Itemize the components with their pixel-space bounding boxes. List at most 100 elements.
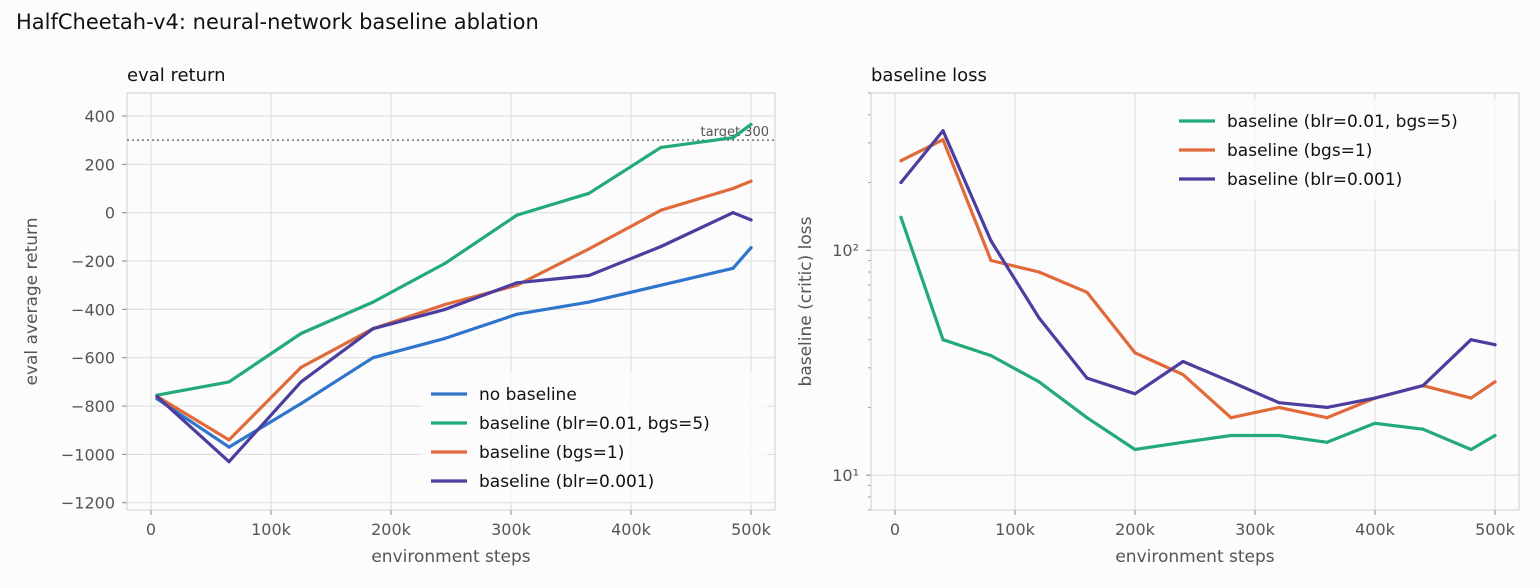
series-line-2 [155,122,753,397]
data-point [749,122,753,127]
x-tick-label: 500k [1475,520,1516,539]
x-tick-label: 100k [995,520,1036,539]
y-tick-label: −1000 [61,445,115,464]
data-point [1085,376,1089,380]
x-tick-label: 500k [731,520,772,539]
y-tick-label: −800 [71,397,115,416]
data-point [299,331,303,336]
data-point [227,380,231,384]
data-point [659,145,663,149]
data-point [1037,316,1041,320]
chart-panel-1: 0 100k 200k 300k 400k 500k −1200 −1000 −800 −600 −… [22,65,776,567]
data-point [941,138,945,142]
data-point [731,186,735,191]
data-point [731,266,735,270]
data-point [899,215,903,219]
series-line-1 [899,215,1497,452]
data-point [941,338,945,342]
legend-box [1169,99,1515,200]
legend-label: baseline (blr=0.01, bgs=5) [479,414,710,434]
y-tick-label: 10² [832,241,859,260]
data-point [749,179,753,183]
legend-box [421,372,767,502]
legend: baseline (blr=0.01, bgs=5) baseline (bgs=… [1169,99,1515,200]
data-point [1421,384,1425,388]
y-tick-label: −600 [71,349,115,368]
y-tick-label: −1200 [61,494,115,513]
data-point [1325,405,1329,410]
chart-panel-2: 0 100k 200k 300k 400k 500k 10¹ 10² baseline loss… [796,65,1520,567]
x-axis-label: environment steps [371,547,530,567]
chart-title: eval return [127,65,226,86]
x-axis-label: environment steps [1115,547,1274,567]
data-point [515,213,519,217]
figure-title: HalfCheetah-v4: neural-network baseline … [16,10,539,34]
data-point [299,365,303,369]
data-point [989,354,993,358]
data-point [227,438,231,442]
x-tick-label: 300k [1235,520,1276,539]
data-point [1085,416,1089,420]
data-point [587,273,591,278]
data-point [1181,372,1185,377]
legend-label: baseline (blr=0.001) [479,472,654,492]
data-point [1229,416,1233,420]
y-axis-label: eval average return [22,217,42,385]
data-point [587,247,591,251]
data-point [1277,433,1281,438]
data-point [1085,290,1089,294]
data-point [1181,359,1185,364]
series-line-1 [155,246,753,449]
legend-label: baseline (bgs=1) [479,443,624,463]
legend-label: baseline (blr=0.01, bgs=5) [1227,112,1458,132]
legend-label: baseline (bgs=1) [1227,141,1372,161]
chart-title: baseline loss [871,65,987,86]
data-point [1325,416,1329,420]
data-point [371,327,375,331]
data-point [899,180,903,185]
y-tick-label: 200 [84,155,115,174]
data-point [1277,401,1281,405]
data-point [1277,405,1281,410]
y-tick-label: 10¹ [832,466,859,485]
data-point [227,445,231,449]
data-point [989,239,993,243]
x-tick-label: 300k [491,520,532,539]
data-point [1133,351,1137,355]
data-point [941,129,945,133]
x-tick-label: 200k [371,520,412,539]
data-point [1229,380,1233,384]
data-point [659,283,663,287]
plot-frame [870,92,1520,511]
x-tick-label: 0 [146,520,156,539]
data-point [299,380,303,384]
y-tick-label: 0 [105,204,115,223]
x-tick-label: 200k [1115,520,1156,539]
data-point [587,300,591,304]
data-point [1493,380,1497,384]
data-point [1229,433,1233,438]
legend: no baseline baseline (blr=0.01, bgs=5) bas… [421,372,767,502]
series-line-4 [155,211,753,464]
legend-label: baseline (blr=0.001) [1227,170,1402,190]
series-line-3 [899,129,1497,409]
data-point [587,191,591,195]
y-tick-label: 400 [84,107,115,126]
data-point [227,460,231,464]
data-point [1037,380,1041,384]
data-point [1133,392,1137,396]
data-point [1037,270,1041,274]
data-point [371,300,375,304]
data-point [659,244,663,249]
target-reference-label: target 300 [701,125,769,140]
data-point [1373,421,1377,425]
data-point [1181,440,1185,444]
data-point [443,302,447,307]
data-point [1133,447,1137,452]
data-point [299,402,303,406]
data-point [749,246,753,250]
x-tick-label: 100k [251,520,292,539]
plot-frame [126,92,776,511]
x-tick-label: 400k [611,520,652,539]
data-point [443,336,447,340]
